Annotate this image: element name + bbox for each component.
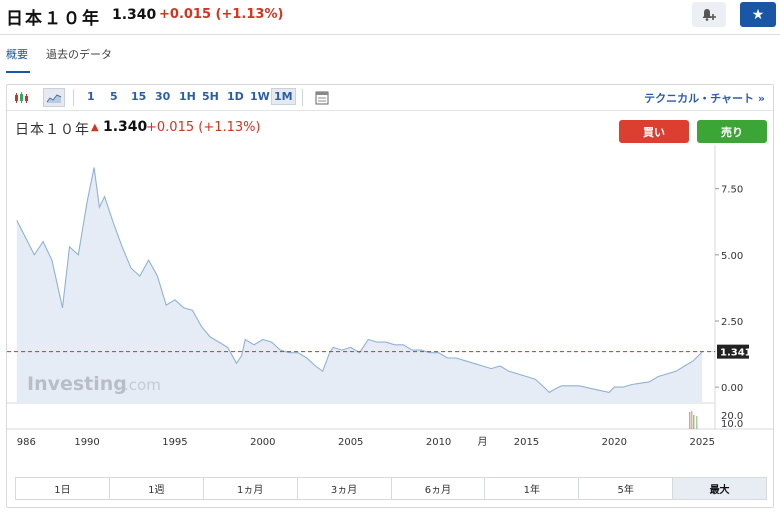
header-divider: [0, 34, 780, 35]
watermark-brand: Investing: [27, 373, 127, 395]
price-chart[interactable]: 1.341 7.50 5.00 2.50 0.00 986 1990 1995 2000 20…: [7, 85, 773, 475]
technical-chart-link[interactable]: テクニカル・チャート »: [644, 92, 765, 105]
sell-button[interactable]: 売り: [697, 120, 767, 143]
y-tick-label: 2.50: [721, 317, 743, 328]
x-tick-label: 2025: [689, 437, 714, 448]
candlestick-icon[interactable]: [11, 88, 33, 107]
star-icon: ★: [751, 6, 765, 23]
x-tick-label: 2020: [602, 437, 627, 448]
interval-5h[interactable]: 5H: [202, 90, 219, 103]
range-selector: 1日 1週 1ヵ月 3ヵ月 6ヵ月 1年 5年 最大: [15, 477, 767, 500]
x-tick-label: 2015: [514, 437, 539, 448]
range-5y[interactable]: 5年: [579, 478, 674, 499]
buy-button[interactable]: 買い: [619, 120, 689, 143]
x-tick-label: 1990: [74, 437, 99, 448]
interval-30[interactable]: 30: [155, 90, 171, 103]
interval-15[interactable]: 15: [131, 90, 147, 103]
volume-tick-label: 20.0: [721, 411, 743, 422]
range-1w[interactable]: 1週: [110, 478, 204, 499]
watermark-suffix: .com: [124, 376, 161, 394]
x-tick-label: 1995: [162, 437, 187, 448]
table-icon[interactable]: [311, 88, 333, 107]
up-arrow-icon: ▲: [91, 122, 99, 133]
bell-plus-icon: [702, 8, 716, 21]
volume-bar: [691, 411, 693, 429]
x-tick-label: 986: [17, 437, 36, 448]
interval-1m[interactable]: 1M: [271, 88, 296, 105]
x-axis: 986 1990 1995 2000 2005 2010 月 2015 2020 2025: [17, 436, 715, 448]
instrument-price: 1.340: [103, 119, 148, 135]
tab-underline: [6, 71, 30, 73]
x-tick-label: 2000: [250, 437, 275, 448]
watchlist-star-button[interactable]: ★: [740, 2, 776, 27]
y-axis: 7.50 5.00 2.50 0.00: [715, 185, 743, 394]
tab-history[interactable]: 過去のデータ: [46, 48, 112, 61]
volume-tick-label: 10.0: [721, 419, 743, 430]
toolbar-separator: [302, 89, 303, 106]
add-alert-button[interactable]: [692, 2, 726, 27]
tab-overview[interactable]: 概要: [6, 48, 28, 61]
range-1m[interactable]: 1ヵ月: [204, 478, 298, 499]
range-1d[interactable]: 1日: [16, 478, 110, 499]
header-change: +0.015 (+1.13%): [159, 7, 283, 22]
interval-5[interactable]: 5: [110, 90, 118, 103]
area-chart-icon[interactable]: [43, 88, 65, 107]
x-tick-label: 2010: [426, 437, 451, 448]
header-change-value: +0.015: [159, 7, 212, 22]
instrument-change-value: +0.015: [146, 120, 195, 135]
volume-panel: 20.010.0: [689, 411, 743, 430]
instrument-change: +0.015 (+1.13%): [146, 120, 261, 135]
chart-panel: 1 5 15 30 1H 5H 1D 1W 1M テクニカル・チャート » 日本…: [6, 84, 774, 508]
header-change-pct: (+1.13%): [215, 7, 284, 22]
page-title: 日本１０年: [6, 9, 101, 29]
range-6m[interactable]: 6ヵ月: [392, 478, 486, 499]
y-tick-label: 5.00: [721, 251, 743, 262]
y-tick-label: 0.00: [721, 383, 743, 394]
price-line: [16, 167, 703, 394]
svg-text:1.341: 1.341: [720, 348, 752, 359]
tab-bar: 概要 過去のデータ: [0, 36, 780, 73]
interval-1w[interactable]: 1W: [250, 90, 270, 103]
interval-1[interactable]: 1: [87, 90, 95, 103]
instrument-change-pct: (+1.13%): [198, 120, 261, 135]
last-price-tag: 1.341: [717, 344, 752, 359]
x-tick-label: 2005: [338, 437, 363, 448]
range-1y[interactable]: 1年: [485, 478, 580, 499]
y-tick-label: 7.50: [721, 185, 743, 196]
interval-1d[interactable]: 1D: [227, 90, 244, 103]
header: 日本１０年 1.340 +0.015 (+1.13%) ★: [0, 0, 780, 36]
toolbar-separator: [73, 89, 74, 106]
investing-watermark: Investing .com: [27, 373, 161, 395]
chart-toolbar: 1 5 15 30 1H 5H 1D 1W 1M テクニカル・チャート »: [7, 85, 773, 111]
price-area: [16, 167, 703, 403]
volume-bar: [689, 412, 691, 429]
range-max[interactable]: 最大: [673, 478, 766, 499]
range-3m[interactable]: 3ヵ月: [298, 478, 392, 499]
volume-bar: [693, 415, 695, 429]
x-tick-label: 月: [478, 436, 488, 448]
header-price: 1.340: [112, 7, 157, 23]
volume-bar: [696, 416, 698, 429]
interval-1h[interactable]: 1H: [179, 90, 196, 103]
instrument-name: 日本１０年: [15, 122, 90, 138]
